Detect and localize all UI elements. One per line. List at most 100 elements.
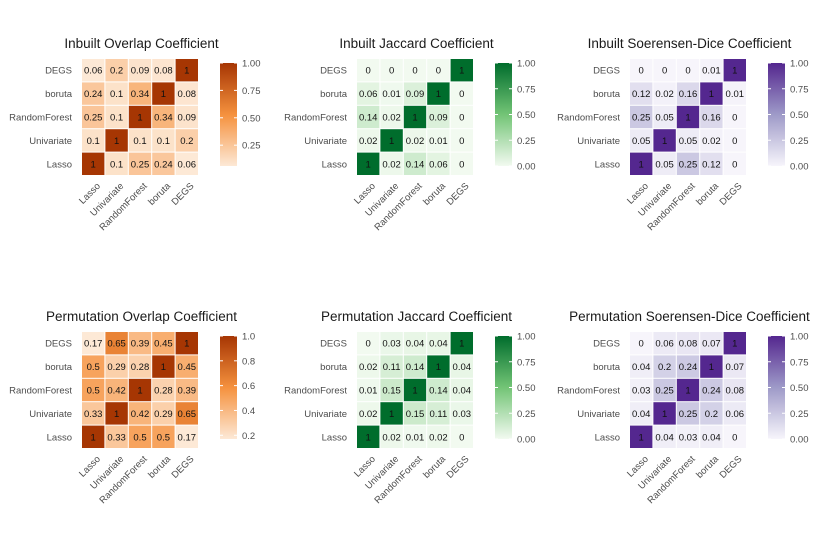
cell-value-label: 0.24 [679, 362, 698, 373]
cell-value-label: 0.24 [154, 159, 173, 170]
y-tick-label: RandomForest [557, 386, 620, 397]
heatmap-panel-4: Permutation Overlap Coefficient 0.17 0.65 0… [9, 309, 255, 506]
cell-value-label: 0.25 [655, 386, 674, 397]
heatmap-cell [152, 105, 175, 129]
color-legend-bar [768, 336, 785, 439]
cell-value-label: 1 [459, 66, 464, 77]
heatmap-cell [403, 82, 427, 105]
heatmap-cell [630, 378, 653, 402]
heatmap-cell [357, 105, 380, 129]
heatmap-cell [128, 82, 152, 105]
heatmap-panel-2: Inbuilt Jaccard Coefficient 0 0 0 0 1 0.06 0.01… [284, 36, 535, 233]
cell-value-label: 0.04 [702, 432, 721, 443]
cell-value-label: 0.17 [178, 432, 197, 443]
legend-tick-label: 0.75 [242, 86, 261, 97]
heatmap-cell [152, 152, 175, 175]
cell-value-label: 0.65 [107, 339, 126, 350]
heatmap-cell [450, 59, 473, 82]
cell-value-label: 0.1 [110, 89, 123, 100]
cell-value-label: 0.06 [429, 159, 448, 170]
cell-value-label: 1 [412, 386, 417, 397]
heatmap-cell [357, 332, 380, 355]
cell-value-label: 0.25 [632, 113, 651, 124]
cell-value-label: 1 [662, 409, 667, 420]
legend-tick-label: 1.00 [517, 332, 536, 343]
cell-value-label: 0.04 [453, 362, 472, 373]
cell-value-label: 0.1 [87, 136, 100, 147]
heatmap-cell [630, 355, 653, 378]
heatmap-cell [175, 59, 198, 82]
heatmap-cell [700, 59, 723, 82]
heatmap-cell [427, 129, 450, 152]
heatmap-cell [723, 59, 746, 82]
cell-value-label: 0.2 [110, 66, 123, 77]
cell-value-label: 0.02 [702, 136, 721, 147]
heatmap-cell [128, 152, 152, 175]
heatmap-cell [105, 355, 128, 378]
legend-tick-label: 0.50 [242, 113, 261, 124]
cell-value-label: 0.1 [110, 159, 123, 170]
heatmap-cell [357, 129, 380, 152]
heatmap-cell [630, 152, 653, 175]
heatmap-cell [105, 425, 128, 448]
cell-value-label: 0.24 [84, 89, 103, 100]
heatmap-cell [427, 425, 450, 448]
heatmap-cell [403, 332, 427, 355]
y-tick-label: Univariate [29, 409, 72, 420]
heatmap-cell [357, 152, 380, 175]
x-tick-label: boruta [694, 180, 721, 207]
cell-value-label: 1 [91, 159, 96, 170]
cell-value-label: 1 [662, 136, 667, 147]
y-tick-label: RandomForest [9, 386, 72, 397]
cell-value-label: 0.24 [702, 386, 721, 397]
x-tick-label: boruta [146, 453, 173, 480]
cell-value-label: 0.04 [632, 362, 651, 373]
cell-value-label: 0.14 [429, 386, 448, 397]
cell-value-label: 0.39 [178, 386, 197, 397]
chart-title: Inbuilt Overlap Coefficient [64, 36, 219, 51]
heatmap-cell [82, 152, 105, 175]
heatmap-cell [427, 378, 450, 402]
cell-value-label: 0 [732, 113, 737, 124]
cell-value-label: 0.28 [154, 386, 173, 397]
cell-value-label: 0.16 [679, 89, 698, 100]
y-tick-label: Lasso [595, 432, 620, 443]
legend-tick-label: 1.00 [790, 332, 809, 343]
legend-tick-label: 0.00 [517, 435, 536, 446]
heatmap-cell [653, 402, 676, 425]
cell-value-label: 0 [459, 136, 464, 147]
heatmap-cell [403, 105, 427, 129]
cell-value-label: 0.25 [679, 409, 698, 420]
heatmap-cell [357, 59, 380, 82]
cell-value-label: 1 [685, 113, 690, 124]
cell-value-label: 1 [137, 386, 142, 397]
cell-value-label: 0.03 [679, 432, 698, 443]
heatmap-cell [403, 378, 427, 402]
heatmap-cell [380, 129, 403, 152]
heatmap-cell [152, 59, 175, 82]
heatmap-cell [175, 332, 198, 355]
cell-value-label: 0.02 [382, 159, 401, 170]
heatmap-cell [723, 402, 746, 425]
heatmap-cell [152, 129, 175, 152]
cell-value-label: 0.12 [702, 159, 721, 170]
heatmap-cell [82, 355, 105, 378]
cell-value-label: 0.16 [702, 113, 721, 124]
heatmap-cell [403, 355, 427, 378]
cell-value-label: 0 [436, 66, 441, 77]
legend-tick-label: 0.75 [790, 84, 809, 95]
cell-value-label: 1 [685, 386, 690, 397]
heatmap-cell [723, 105, 746, 129]
heatmap-cell [105, 378, 128, 402]
heatmap-cell [427, 59, 450, 82]
heatmap-cell [653, 332, 676, 355]
cell-value-label: 0.09 [131, 66, 150, 77]
cell-value-label: 0.42 [131, 409, 150, 420]
heatmap-cell [380, 402, 403, 425]
cell-value-label: 1 [184, 339, 189, 350]
heatmap-cell [676, 59, 700, 82]
heatmap-cell [128, 105, 152, 129]
color-legend-bar [220, 336, 237, 439]
cell-value-label: 0 [685, 66, 690, 77]
heatmap-cell [427, 105, 450, 129]
